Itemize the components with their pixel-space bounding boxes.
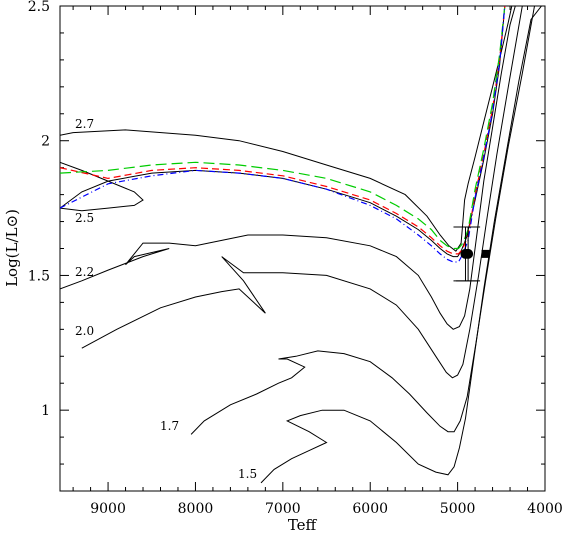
x-tick-label: 7000	[265, 501, 301, 517]
mass-label: 2.5	[75, 211, 94, 225]
series-line-1_7	[190, 6, 535, 435]
mass-annotations: 2.7 2.5 2.2 2.0 1.7 1.5	[75, 117, 257, 481]
series-line-1_5	[260, 6, 542, 484]
data-points	[453, 226, 490, 282]
x-tick-label: 4000	[527, 501, 563, 517]
y-tick-label: 1	[41, 403, 50, 419]
mass-label: 2.2	[75, 265, 94, 279]
tick-labels: 9000 8000 7000 6000 5000 4000 1 1.5 2 2.5	[28, 0, 563, 517]
x-tick-label: 8000	[178, 501, 214, 517]
series-line-2_0	[81, 6, 523, 379]
y-axis-label: Log(L/L⊙)	[3, 209, 21, 287]
x-tick-label: 6000	[352, 501, 388, 517]
data-point-circle	[463, 248, 474, 259]
series-line-model-8	[60, 6, 506, 263]
mass-label: 2.7	[75, 117, 94, 131]
mass-label: 2.0	[75, 324, 94, 338]
y-tick-label: 2.5	[28, 0, 50, 15]
plot-frame	[59, 5, 546, 492]
y-tick-label: 2	[41, 134, 50, 150]
series-line-model-6	[60, 6, 506, 255]
x-axis-label: Teff	[288, 516, 318, 534]
x-tick-label: 9000	[90, 501, 126, 517]
series-group	[60, 6, 542, 484]
series-line-2_7	[60, 6, 513, 252]
series-line-2_5	[60, 6, 506, 258]
mass-label: 1.7	[160, 419, 179, 433]
data-point-square	[481, 249, 490, 258]
series-line-2_2	[60, 6, 516, 330]
axis-ticks	[60, 5, 546, 492]
series-line-model-7	[60, 6, 506, 250]
y-tick-label: 1.5	[28, 268, 50, 284]
x-tick-label: 5000	[440, 501, 476, 517]
mass-label: 1.5	[238, 467, 257, 481]
